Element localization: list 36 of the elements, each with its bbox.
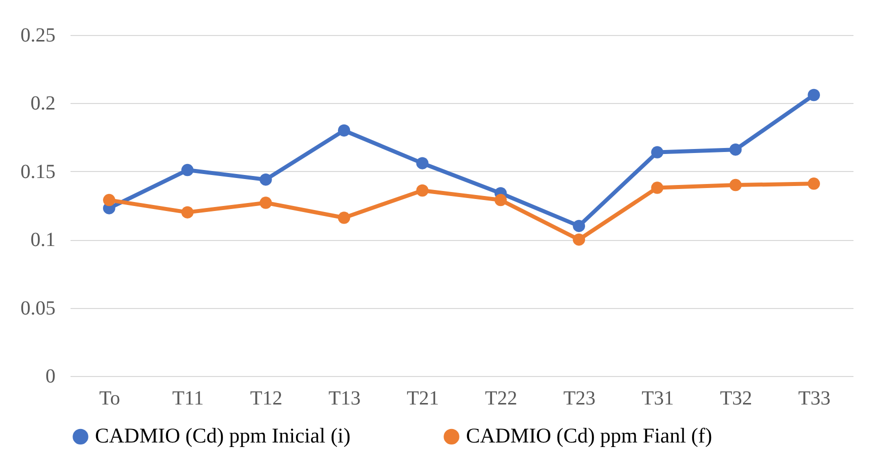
x-tick-label: T13	[328, 388, 361, 410]
y-tick-label: 0.1	[30, 229, 56, 252]
y-tick-label: 0.2	[30, 92, 56, 115]
y-tick-label: 0.05	[20, 297, 56, 320]
legend-label: CADMIO (Cd) ppm Inicial (i)	[95, 424, 350, 448]
point	[808, 178, 820, 190]
y-tick-label: 0	[46, 366, 56, 388]
point	[729, 178, 742, 192]
legend-label: CADMIO (Cd) ppm Fianl (f)	[466, 424, 712, 448]
point	[651, 146, 664, 158]
x-tick-label: T11	[172, 388, 204, 410]
x-tick-label: T33	[798, 388, 830, 410]
x-tick-label: T21	[406, 388, 439, 410]
x-tick-label: T23	[563, 388, 596, 410]
point	[416, 184, 428, 197]
y-tick-label: 0.25	[20, 24, 56, 46]
point	[494, 194, 507, 206]
point	[181, 206, 194, 218]
point	[260, 173, 272, 186]
x-tick-label: T12	[250, 388, 282, 410]
x-tick-label: T31	[642, 388, 674, 410]
point	[729, 143, 742, 156]
point	[651, 182, 664, 194]
x-tick-label: T22	[485, 388, 518, 410]
x-tick-label: To	[99, 388, 120, 410]
y-tick-label: 0.15	[20, 160, 56, 183]
point	[260, 196, 272, 209]
point	[338, 124, 350, 137]
point	[808, 88, 820, 102]
point	[338, 212, 350, 224]
point	[103, 194, 116, 206]
point	[181, 164, 194, 176]
point	[416, 157, 428, 170]
point	[572, 233, 586, 246]
x-tick-label: T32	[720, 388, 752, 410]
point	[572, 220, 586, 232]
